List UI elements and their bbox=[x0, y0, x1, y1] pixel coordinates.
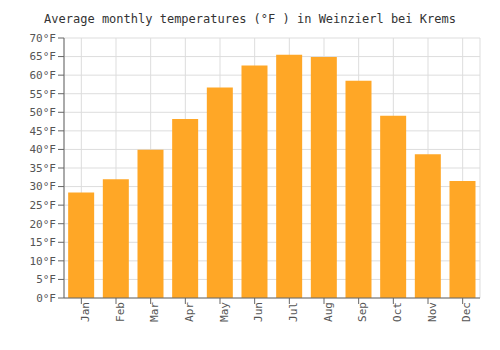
svg-text:30°F: 30°F bbox=[30, 180, 57, 193]
svg-text:May: May bbox=[218, 302, 231, 322]
svg-text:Feb: Feb bbox=[114, 302, 127, 322]
svg-text:Aug: Aug bbox=[322, 302, 335, 322]
svg-text:45°F: 45°F bbox=[30, 125, 57, 138]
svg-text:70°F: 70°F bbox=[30, 32, 57, 45]
svg-text:15°F: 15°F bbox=[30, 236, 57, 249]
svg-text:Oct: Oct bbox=[391, 302, 404, 322]
svg-text:Apr: Apr bbox=[183, 302, 196, 322]
svg-text:25°F: 25°F bbox=[30, 199, 57, 212]
svg-text:Jun: Jun bbox=[252, 302, 265, 322]
svg-text:Sep: Sep bbox=[356, 302, 369, 322]
svg-text:50°F: 50°F bbox=[30, 106, 57, 119]
svg-text:10°F: 10°F bbox=[30, 255, 57, 268]
svg-text:20°F: 20°F bbox=[30, 218, 57, 231]
svg-text:65°F: 65°F bbox=[30, 50, 57, 63]
svg-text:Jul: Jul bbox=[287, 302, 300, 322]
svg-text:Mar: Mar bbox=[148, 302, 161, 322]
svg-text:55°F: 55°F bbox=[30, 88, 57, 101]
svg-text:Jan: Jan bbox=[79, 302, 92, 322]
svg-text:Nov: Nov bbox=[426, 302, 439, 322]
svg-text:35°F: 35°F bbox=[30, 162, 57, 175]
html-text:Average monthly temperatures (: Average monthly temperatures (°F ) in We… bbox=[44, 12, 456, 26]
svg-text:0°F: 0°F bbox=[36, 292, 56, 305]
svg-text:40°F: 40°F bbox=[30, 143, 57, 156]
svg-text:60°F: 60°F bbox=[30, 69, 57, 82]
svg-text:Dec: Dec bbox=[460, 302, 473, 322]
svg-text:5°F: 5°F bbox=[36, 273, 56, 286]
